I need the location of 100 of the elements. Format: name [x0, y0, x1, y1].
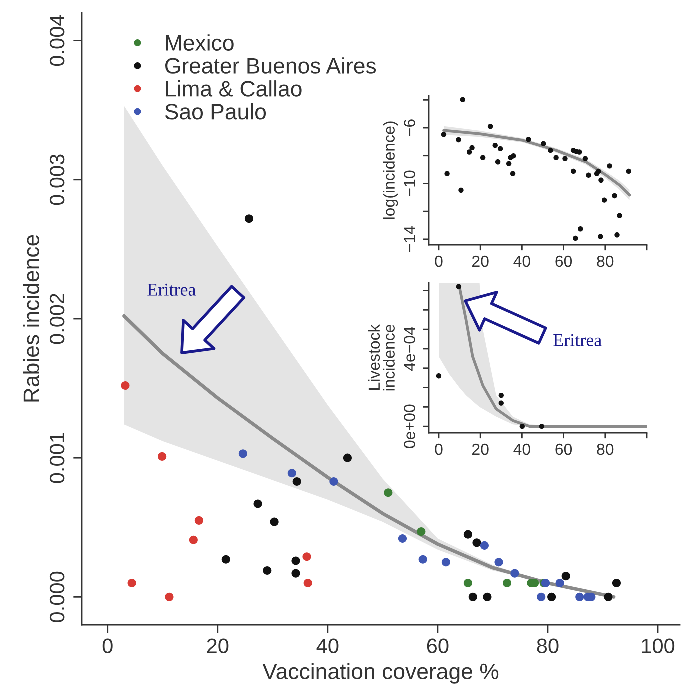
- point: [626, 168, 632, 174]
- point: [576, 592, 584, 602]
- annotation: Eritrea: [554, 334, 602, 346]
- x-tick-label: 80: [597, 256, 614, 268]
- point: [506, 161, 512, 166]
- point: [510, 569, 520, 578]
- point: [292, 477, 302, 486]
- point: [488, 124, 494, 130]
- point: [304, 578, 312, 588]
- y-tick-label: 4e−04: [404, 327, 416, 372]
- point: [292, 569, 300, 578]
- point: [460, 97, 466, 102]
- y-tick-label: 0.001: [50, 433, 65, 484]
- legend-label: Greater Buenos Aires: [166, 58, 376, 74]
- x-tick-label: 60: [427, 638, 449, 654]
- x-tick-label: 40: [514, 444, 530, 456]
- point: [466, 150, 472, 155]
- point: [541, 141, 546, 146]
- x-tick-label: 20: [207, 638, 229, 654]
- annotation: Eritrea: [148, 284, 196, 296]
- x-tick-label: 80: [597, 444, 614, 456]
- x-tick-label: 40: [316, 638, 339, 654]
- point: [494, 558, 504, 567]
- point: [384, 488, 393, 498]
- point: [614, 232, 620, 238]
- point: [498, 400, 504, 406]
- point: [526, 136, 532, 142]
- point: [343, 454, 352, 462]
- y-tick-label: 0.004: [50, 15, 65, 66]
- point: [292, 556, 300, 566]
- y-tick-label: 0e+00: [404, 404, 416, 448]
- point: [548, 148, 554, 154]
- y-tick-label: −6: [404, 120, 416, 136]
- point: [573, 236, 578, 242]
- point: [598, 234, 604, 240]
- legend-label: Lima & Callao: [166, 80, 302, 97]
- point: [510, 171, 516, 176]
- point: [470, 145, 475, 151]
- point: [498, 392, 504, 398]
- point: [165, 592, 174, 602]
- point: [520, 424, 525, 430]
- point: [578, 226, 584, 232]
- point: [330, 477, 338, 486]
- point: [498, 146, 504, 152]
- point: [121, 381, 130, 390]
- point: [607, 164, 612, 169]
- point: [398, 534, 408, 544]
- x-tick-label: 20: [472, 444, 489, 456]
- point: [436, 374, 442, 379]
- point: [418, 555, 428, 564]
- point: [596, 168, 602, 174]
- y-tick-label: 0.003: [50, 154, 65, 206]
- y-tick-label: 0.002: [50, 294, 65, 344]
- point: [577, 150, 582, 155]
- point: [617, 213, 622, 218]
- point: [458, 188, 464, 194]
- point: [244, 214, 254, 224]
- point: [194, 516, 204, 525]
- point: [612, 193, 618, 199]
- x-tick-label: 40: [514, 256, 530, 268]
- point: [586, 172, 592, 178]
- point: [570, 168, 576, 174]
- y-axis-title: Rabies incidence: [23, 235, 40, 402]
- point: [598, 178, 604, 183]
- x-axis-title: Vaccination coverage %: [262, 663, 499, 684]
- point: [582, 156, 588, 162]
- point: [548, 592, 556, 602]
- point: [189, 536, 198, 544]
- point: [456, 137, 462, 143]
- point: [128, 578, 136, 588]
- x-tick-label: 60: [556, 256, 572, 268]
- point: [442, 558, 450, 567]
- point: [602, 198, 608, 203]
- point: [464, 578, 472, 588]
- point: [302, 552, 312, 562]
- point: [562, 572, 570, 581]
- point: [158, 452, 167, 461]
- legend-label: Sao Paulo: [165, 103, 266, 120]
- x-tick-label: 80: [537, 638, 559, 654]
- point: [441, 132, 447, 138]
- point: [480, 155, 486, 160]
- x-tick-label: 20: [472, 256, 489, 268]
- point: [468, 592, 478, 602]
- point: [492, 142, 498, 148]
- y-tick-label: −10: [404, 170, 416, 196]
- x-tick-label: 0: [435, 256, 443, 268]
- point: [238, 450, 248, 458]
- point: [483, 592, 492, 602]
- point: [456, 284, 462, 290]
- y-axis-title: log(incidence): [383, 122, 398, 220]
- point: [417, 528, 426, 536]
- x-tick-label: 0: [435, 444, 443, 456]
- point: [537, 592, 546, 602]
- y-axis-title: Livestock incidence: [368, 324, 395, 391]
- x-tick-label: 60: [556, 444, 572, 456]
- point: [554, 155, 559, 160]
- legend-label: Mexico: [166, 34, 234, 51]
- point: [222, 555, 230, 564]
- x-tick-label: 100: [642, 638, 675, 654]
- y-tick-label: 0.000: [50, 572, 65, 622]
